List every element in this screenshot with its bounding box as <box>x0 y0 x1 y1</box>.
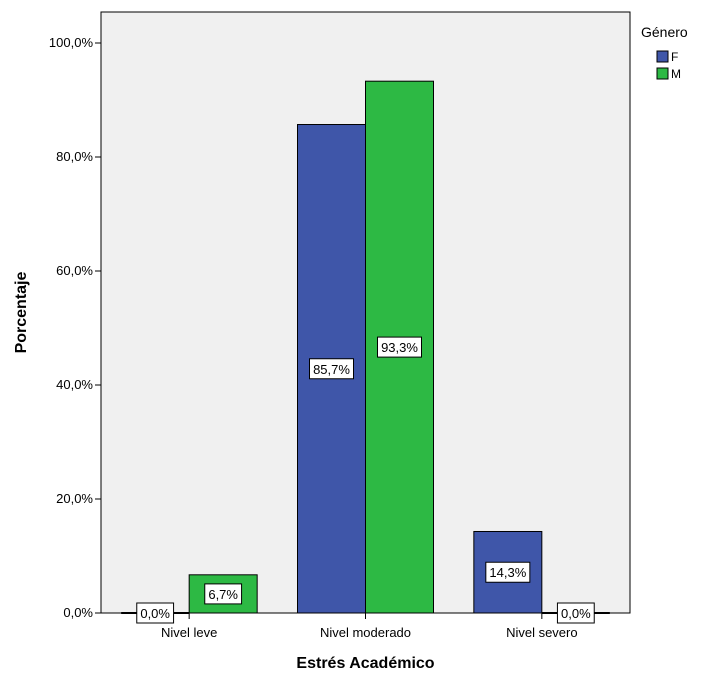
y-axis-title: Porcentaje <box>13 271 30 353</box>
data-label: 0,0% <box>136 602 175 624</box>
data-label-box <box>204 583 243 605</box>
x-tick-label: Nivel severo <box>506 625 578 640</box>
y-tick-label: 40,0% <box>56 377 93 392</box>
data-label-text: 14,3% <box>489 565 526 580</box>
y-tick-label: 80,0% <box>56 149 93 164</box>
y-tick-label: 0,0% <box>63 605 93 620</box>
data-label-text: 6,7% <box>208 587 238 602</box>
x-tick-label: Nivel leve <box>161 625 217 640</box>
legend-label: M <box>671 67 681 81</box>
data-label: 93,3% <box>377 336 422 358</box>
x-axis: Nivel leve Nivel moderado Nivel severo <box>161 613 578 640</box>
data-label-box <box>309 358 354 380</box>
data-label-text: 0,0% <box>561 606 591 621</box>
data-label-box <box>377 336 422 358</box>
legend-label: F <box>671 50 678 64</box>
data-label: 6,7% <box>204 583 243 605</box>
data-label: 14,3% <box>485 561 531 583</box>
x-axis-title: Estrés Académico <box>296 655 434 672</box>
data-label: 85,7% <box>309 358 354 380</box>
data-labels: 0,0% 85,7% 14,3% 6,7% 93,3% 0,0% <box>136 336 595 624</box>
data-label-text: 93,3% <box>381 340 418 355</box>
y-tick-label: 60,0% <box>56 263 93 278</box>
legend-swatch <box>656 67 669 80</box>
data-label-text: 0,0% <box>140 606 170 621</box>
x-tick-label: Nivel moderado <box>320 625 411 640</box>
y-tick-label: 20,0% <box>56 491 93 506</box>
legend-swatch <box>656 50 669 63</box>
data-label-box <box>556 602 595 624</box>
data-label-box <box>485 561 531 583</box>
legend-title: Género <box>641 24 688 40</box>
data-label: 0,0% <box>556 602 595 624</box>
y-axis: 0,0% 20,0% 40,0% 60,0% 80,0% 100,0% <box>49 35 101 620</box>
y-tick-label: 100,0% <box>49 35 94 50</box>
data-label-text: 85,7% <box>313 362 350 377</box>
data-label-box <box>136 602 175 624</box>
legend: Género FM <box>641 24 688 81</box>
